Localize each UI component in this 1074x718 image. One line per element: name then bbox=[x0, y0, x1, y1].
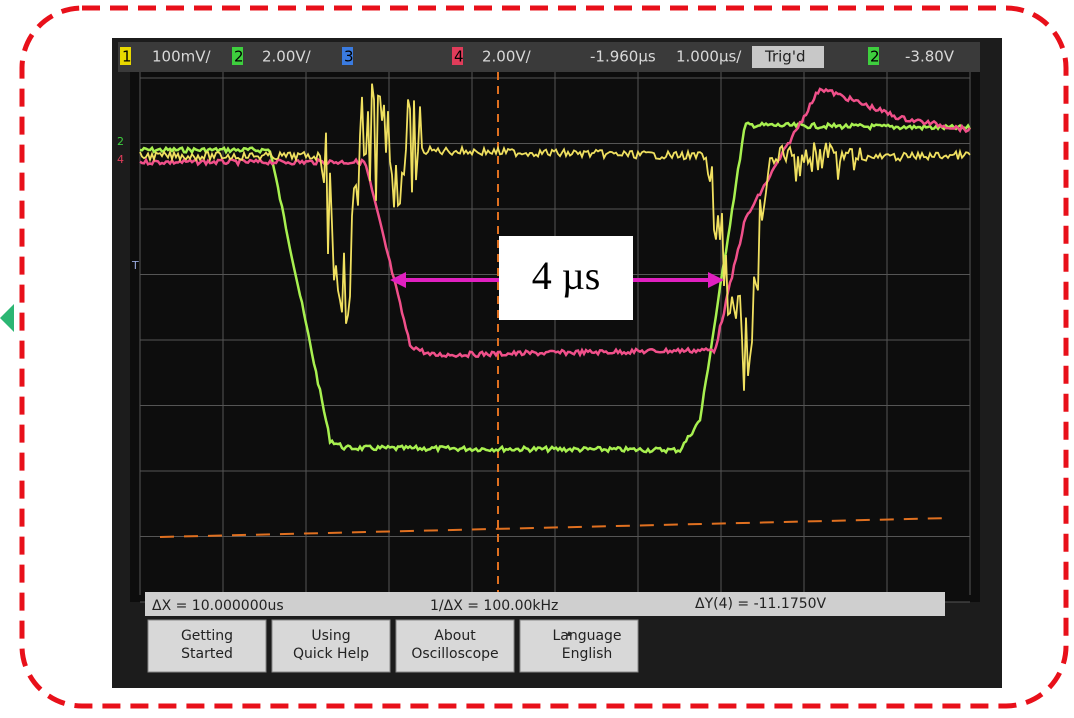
trigger-source: 2 bbox=[870, 48, 880, 66]
trigger-status: Trig'd bbox=[764, 48, 805, 66]
timebase: 1.000µs/ bbox=[676, 48, 742, 66]
trigger-marker: T bbox=[131, 259, 139, 272]
measurement: 1/ΔX = 100.00kHz bbox=[430, 598, 558, 614]
side-marker bbox=[0, 304, 14, 332]
ch4-marker: 4 bbox=[117, 153, 124, 166]
ch4-scale: 2.00V/ bbox=[482, 48, 532, 66]
ch2-label: 2 bbox=[234, 48, 244, 66]
delay: -1.960µs bbox=[590, 48, 656, 66]
ch2-marker: 2 bbox=[117, 135, 124, 148]
softkey-label: English bbox=[562, 646, 613, 662]
top-bar bbox=[118, 42, 980, 72]
softkey-label: Started bbox=[181, 646, 233, 662]
trigger-level: -3.80V bbox=[905, 48, 955, 66]
ch3-label: 3 bbox=[344, 48, 354, 66]
ch4-label: 4 bbox=[454, 48, 464, 66]
softkey-label: Language bbox=[552, 628, 621, 644]
measurement: ΔX = 10.000000us bbox=[152, 598, 284, 614]
softkey-label: Oscilloscope bbox=[411, 646, 498, 662]
scope-photo: 1 100mV/ 2 2.00V/ 3 4 2.00V/ -1.960µs 1.… bbox=[0, 0, 1074, 714]
measurement: ΔY(4) = -11.1750V bbox=[695, 596, 827, 612]
softkey-label: Getting bbox=[181, 628, 233, 644]
softkey-label: About bbox=[434, 628, 476, 644]
ch1-scale: 100mV/ bbox=[152, 48, 212, 66]
annotation: 4 µs bbox=[532, 253, 601, 298]
softkey-label: Quick Help bbox=[293, 646, 369, 662]
ch2-scale: 2.00V/ bbox=[262, 48, 312, 66]
ch1-label: 1 bbox=[122, 48, 132, 66]
softkey-label: Using bbox=[311, 628, 350, 644]
